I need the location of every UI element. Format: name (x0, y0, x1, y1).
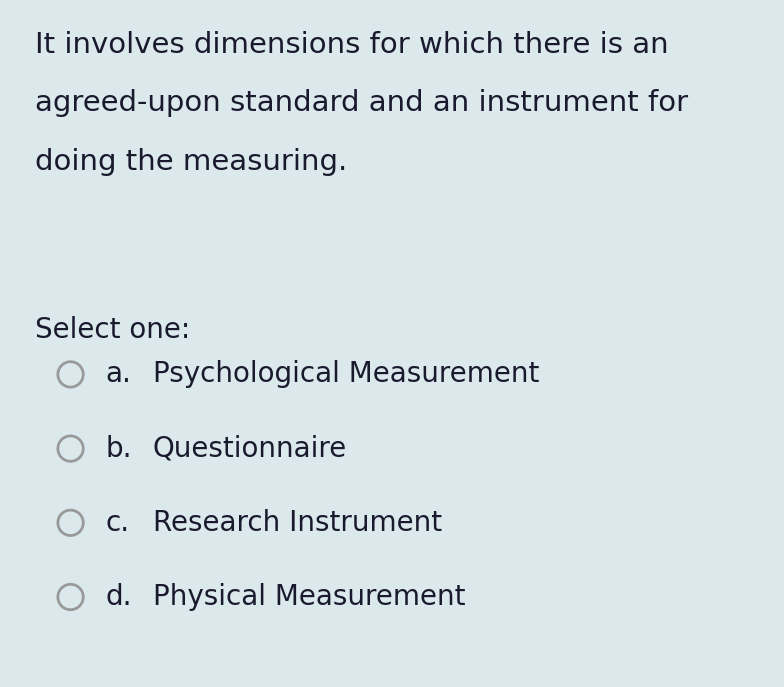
Text: doing the measuring.: doing the measuring. (35, 148, 347, 176)
Text: c.: c. (106, 509, 130, 537)
Circle shape (58, 436, 83, 461)
Text: Physical Measurement: Physical Measurement (153, 583, 466, 611)
Text: agreed-upon standard and an instrument for: agreed-upon standard and an instrument f… (35, 89, 688, 117)
Text: Select one:: Select one: (35, 316, 191, 344)
Circle shape (58, 585, 83, 609)
Text: b.: b. (106, 435, 132, 462)
Circle shape (58, 362, 83, 387)
Text: It involves dimensions for which there is an: It involves dimensions for which there i… (35, 31, 669, 59)
Text: d.: d. (106, 583, 132, 611)
Text: a.: a. (106, 361, 132, 388)
Text: Questionnaire: Questionnaire (153, 435, 347, 462)
Text: Research Instrument: Research Instrument (153, 509, 442, 537)
Circle shape (58, 510, 83, 535)
Text: Psychological Measurement: Psychological Measurement (153, 361, 539, 388)
